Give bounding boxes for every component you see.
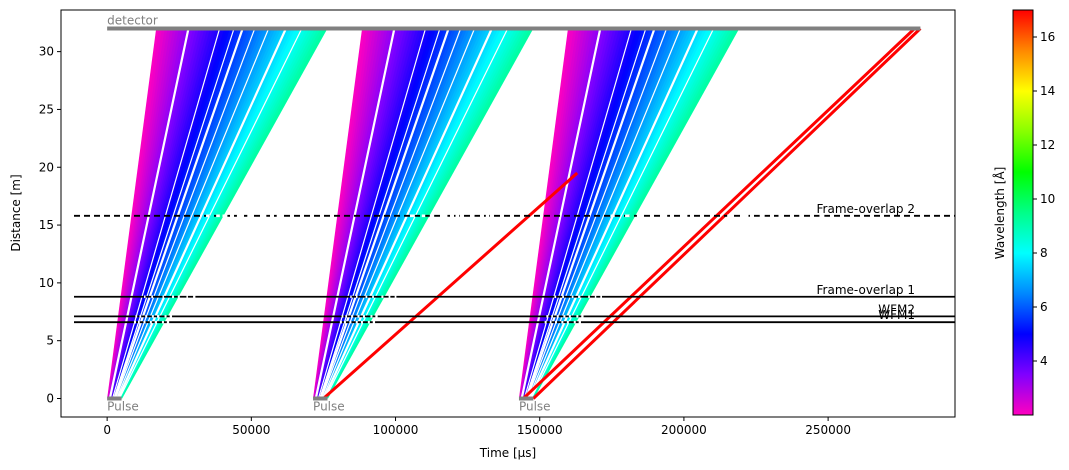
colorbar: 4 6 8 10 12 14 16 Wavelength [Å] (992, 9, 1055, 416)
plot-frame (60, 9, 956, 418)
x-axis-label: Time [µs] (479, 446, 536, 460)
y-tick-label: 25 (39, 102, 54, 116)
y-tick-label: 10 (39, 276, 54, 290)
x-tick-label: 150000 (517, 423, 563, 437)
frame-1-gap (113, 28, 244, 399)
chopper-label: WFM1 (878, 308, 915, 322)
frame-3-gap (530, 28, 715, 399)
colorbar-tick-label: 8 (1040, 246, 1048, 260)
frame-3-gap (523, 28, 633, 399)
colorbar-tick-label: 12 (1040, 138, 1055, 152)
frame-1-gap (116, 28, 270, 399)
colorbar-tick-label: 4 (1040, 354, 1048, 368)
chopper-layer (74, 214, 955, 324)
frame-2-gap (320, 28, 462, 399)
x-tick-label: 200000 (661, 423, 707, 437)
colorbar-tick-label: 6 (1040, 300, 1048, 314)
colorbar-label: Wavelength [Å] (992, 167, 1007, 260)
x-tick-label: 250000 (805, 423, 851, 437)
y-axis: 0 5 10 15 20 25 30 (39, 45, 61, 406)
frame-1-gap (111, 28, 221, 399)
frame-1-gap (118, 28, 303, 399)
frame-1-gap (108, 28, 190, 399)
frame-3-band (533, 28, 740, 399)
y-tick-label: 5 (46, 334, 54, 348)
colorbar-ticks: 4 6 8 10 12 14 16 (1033, 30, 1055, 368)
chopper-label: WFM2 (878, 302, 915, 316)
frame-3-gap (526, 28, 668, 399)
frame-2-gap (322, 28, 476, 399)
y-tick-label: 30 (39, 45, 54, 59)
pulse-label: Pulse (313, 400, 345, 414)
y-tick-label: 0 (46, 392, 54, 406)
y-tick-label: 20 (39, 160, 54, 174)
frame-3-gap (525, 28, 656, 399)
frame-1-gap (114, 28, 256, 399)
red-neutron-line (522, 27, 916, 400)
x-axis: 0 50000 100000 150000 200000 250000 (103, 417, 851, 437)
frame-2-gap (324, 28, 509, 399)
frame-2-gap (319, 28, 450, 399)
frame-3-gap (527, 28, 682, 399)
frame-2-gap (323, 28, 493, 399)
colorbar-gradient (1012, 9, 1034, 416)
frame-3-gap (524, 28, 647, 399)
markers-layer (107, 26, 921, 401)
annotation-labels: detector Pulse Pulse Pulse Frame-overlap 2 Fr… (107, 14, 915, 414)
y-tick-label: 15 (39, 218, 54, 232)
frame-2-band (327, 28, 534, 399)
colorbar-tick-label: 14 (1040, 84, 1055, 98)
pulse-label: Pulse (519, 400, 551, 414)
x-tick-label: 100000 (373, 423, 419, 437)
x-tick-label: 0 (103, 423, 111, 437)
detector-label: detector (107, 14, 158, 28)
colorbar-tick-label: 16 (1040, 30, 1055, 44)
frame-2-gap (314, 28, 396, 399)
red-neutron-line (532, 27, 922, 400)
chopper-label: Frame-overlap 2 (817, 202, 915, 216)
frame-2-gap (317, 28, 427, 399)
frame-1-gap (113, 28, 235, 399)
plot-area (74, 26, 955, 401)
red-lines-layer (322, 27, 922, 400)
frame-3-gap (528, 28, 699, 399)
frame-2-gap (319, 28, 441, 399)
frame-1-gap (117, 28, 287, 399)
frames-layer (107, 28, 740, 399)
pulse-label: Pulse (107, 400, 139, 414)
x-tick-label: 50000 (232, 423, 270, 437)
frame-3-gap (520, 28, 602, 399)
colorbar-tick-label: 10 (1040, 192, 1055, 206)
frame-1-band (121, 28, 328, 399)
y-axis-label: Distance [m] (9, 174, 23, 251)
chopper-label: Frame-overlap 1 (817, 283, 915, 297)
red-neutron-line (322, 171, 579, 400)
